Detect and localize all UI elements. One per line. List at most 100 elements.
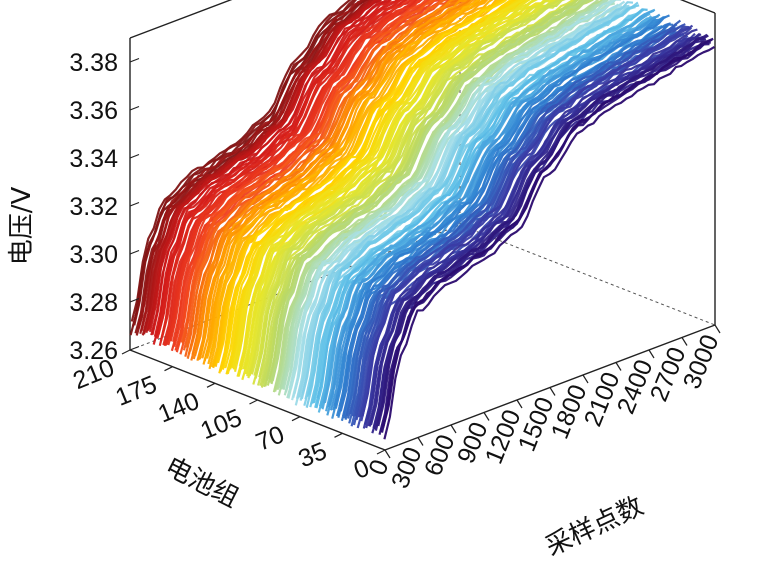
y-tick-label: 35 [294,437,330,473]
series-line [144,0,375,330]
series-line [133,0,356,326]
series-line [185,0,447,348]
x-tick-mark [483,412,490,421]
y-tick-label: 70 [252,420,288,456]
series-line [359,27,691,418]
z-axis-title: 电压/V [7,187,37,266]
series-line [267,0,583,380]
y-tick-mark [291,416,301,422]
series-line [201,0,481,359]
series-line [158,0,413,347]
series-line [207,0,494,365]
x-tick-mark [582,374,589,384]
series-line [169,0,416,342]
z-tick-mark [129,153,140,159]
z-tick-label: 3.38 [69,49,118,77]
z-tick-label: 3.34 [69,145,118,173]
series-line [249,0,551,374]
series-line [321,17,653,410]
series-line [301,1,634,394]
series-line [178,0,428,342]
z-tick-mark [129,201,140,207]
series-line [271,0,586,381]
y-tick-mark [334,432,343,438]
x-tick-mark [681,337,688,346]
series-line [156,0,404,339]
series-line [140,0,374,332]
series-line [243,0,538,370]
x-tick-mark [549,387,556,396]
series-line [366,28,698,421]
series-line [151,0,389,336]
y-tick-label: 140 [154,387,203,429]
z-tick-label: 3.26 [69,337,118,365]
series-line [199,0,468,354]
x-tick-mark [417,437,424,446]
series-line [223,0,508,361]
z-tick-label: 3.28 [69,289,118,317]
series-line [289,0,621,390]
series-line [250,0,561,375]
series-line [157,0,400,335]
series-line [308,4,640,395]
series-line [181,0,437,344]
y-tick-mark [249,399,258,405]
x-tick-mark [450,424,457,434]
z-tick-label: 3.36 [69,97,118,125]
series-line [175,0,448,353]
series-line [288,0,614,389]
series-line [383,45,715,440]
series-line [195,0,455,348]
z-tick-label: 3.32 [69,193,118,221]
series-line [221,0,514,370]
z-tick-label: 3.30 [69,241,118,269]
z-tick-mark [129,297,140,303]
series-line [354,23,686,417]
surface-lines [129,0,715,440]
series-line [255,0,561,374]
series-line [281,0,607,389]
x-tick-mark [615,362,622,371]
series-line [339,22,672,412]
series-line [130,0,352,322]
series-line [338,14,670,407]
series-line [377,34,709,427]
series-line [138,0,364,327]
series-line [258,0,566,378]
box-edge-floor-right [459,224,716,326]
series-line [148,0,383,333]
z-tick-mark [129,57,140,63]
series-line [136,0,366,330]
x-tick-mark [384,449,391,459]
series-line [342,23,674,417]
series-line [287,3,620,399]
series-line [209,0,481,354]
series-line [349,19,682,415]
series-line [369,33,702,426]
x-tick-mark [648,349,655,359]
y-axis-title: 电池组 [160,452,243,514]
z-tick-mark [129,249,140,255]
x-tick-mark [516,399,523,409]
series-line [172,0,421,342]
y-tick-mark [206,382,216,388]
series-line [361,24,694,417]
series-line [153,0,393,337]
series-line [235,0,525,364]
series-line [382,37,714,428]
series-line [275,0,600,387]
series-line [316,8,648,399]
z-tick-mark [129,345,140,351]
series-line [323,8,656,404]
series-line [328,13,661,406]
series-line [293,0,626,395]
series-line [242,0,537,370]
y-tick-label: 175 [112,370,161,412]
series-line [198,0,475,360]
x-tick-mark [714,324,721,334]
series-line [161,0,407,338]
y-tick-mark [121,349,131,355]
box-edge-top-back [129,0,233,39]
